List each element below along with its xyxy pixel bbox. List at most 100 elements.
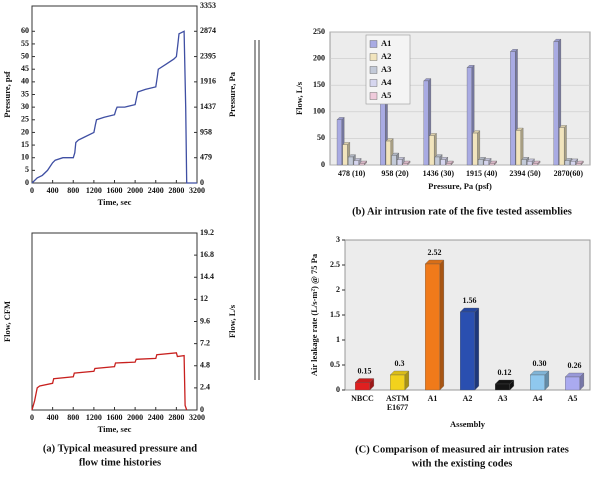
data-line bbox=[31, 30, 197, 184]
caption: (C) Comparison of measured air intrusion… bbox=[355, 444, 569, 455]
bar bbox=[389, 374, 405, 391]
y2-tick-label: 1437 bbox=[200, 102, 216, 111]
bar bbox=[424, 263, 440, 391]
x-tick-label: 800 bbox=[67, 413, 79, 422]
y-tick-label: 60 bbox=[21, 26, 29, 35]
legend-label: A2 bbox=[381, 51, 391, 61]
x-tick-label: 2800 bbox=[168, 413, 184, 422]
x-axis-label: Time, sec bbox=[98, 424, 132, 434]
bar bbox=[429, 135, 435, 166]
x-tick-label-box: ASTM E1677 bbox=[385, 394, 410, 412]
x-tick-label: 2000 bbox=[127, 413, 143, 422]
bar bbox=[402, 163, 408, 166]
x-tick-label: 1436 (30) bbox=[423, 169, 455, 178]
bar bbox=[510, 51, 516, 166]
x-tick-label-box: A3 bbox=[498, 394, 508, 403]
bar bbox=[434, 156, 440, 166]
x-axis-label: Assembly bbox=[450, 419, 486, 429]
x-tick-label: 0 bbox=[30, 186, 34, 195]
bar bbox=[342, 144, 348, 166]
bar bbox=[559, 127, 565, 166]
y2-tick-label: 16.8 bbox=[200, 250, 214, 259]
y2-tick-label: 1916 bbox=[200, 77, 216, 86]
x-axis-label: Time, sec bbox=[98, 197, 132, 207]
y-tick-label: 200 bbox=[313, 53, 325, 62]
x-tick-label: 2800 bbox=[168, 186, 184, 195]
value-label: 2.52 bbox=[428, 248, 442, 257]
y2-tick-label: 12 bbox=[200, 294, 208, 303]
bar bbox=[353, 160, 359, 166]
x-tick-label: 958 (20) bbox=[381, 169, 409, 178]
y-tick-label: 0 bbox=[25, 178, 29, 187]
x-tick-label: 2400 bbox=[148, 186, 164, 195]
y-tick-label: 3 bbox=[336, 235, 340, 244]
x-tick-label-box: A1 bbox=[427, 394, 438, 403]
y2-tick-label: 958 bbox=[200, 127, 212, 136]
x-tick-label: A4 bbox=[532, 394, 543, 403]
legend-swatch bbox=[369, 53, 378, 61]
bar bbox=[440, 159, 446, 166]
bar bbox=[446, 163, 452, 166]
y2-tick-label: 2395 bbox=[200, 51, 216, 60]
y-tick-label: 2.5 bbox=[330, 260, 340, 269]
legend-label: A1 bbox=[381, 38, 391, 48]
bar bbox=[348, 156, 354, 166]
caption: (a) Typical measured pressure and bbox=[43, 443, 197, 454]
x-tick-label: 2000 bbox=[127, 186, 143, 195]
x-tick-label: A5 bbox=[567, 394, 578, 403]
x-tick-label: 478 (10) bbox=[338, 169, 366, 178]
x-tick-label: 1600 bbox=[107, 186, 123, 195]
x-tick-label-box: A2 bbox=[462, 394, 473, 403]
bar bbox=[494, 383, 510, 391]
bar bbox=[527, 161, 533, 166]
y-tick-label: 1.5 bbox=[330, 310, 340, 319]
bar bbox=[478, 159, 484, 166]
bar bbox=[553, 41, 559, 166]
bar bbox=[483, 160, 489, 166]
legend-label: A4 bbox=[381, 77, 392, 87]
x-tick-label: 3200 bbox=[189, 413, 205, 422]
y-axis-label: Air leakage rate (L/s-m²) @ 75 Pa bbox=[309, 253, 319, 376]
bar bbox=[489, 163, 495, 166]
y-tick-label: 0.5 bbox=[330, 360, 340, 369]
x-tick-label: A1 bbox=[427, 394, 438, 403]
y-axis-label: Flow, L/s bbox=[294, 81, 304, 115]
y-tick-label: 100 bbox=[313, 107, 325, 116]
x-tick-label-box: A4 bbox=[532, 394, 543, 403]
bar bbox=[354, 382, 370, 391]
x-tick-label: A2 bbox=[462, 394, 473, 403]
bar bbox=[466, 67, 472, 166]
y-axis-label: Pressure, psf bbox=[2, 71, 12, 118]
y2-axis-label: Pressure, Pa bbox=[227, 71, 237, 117]
bar-side bbox=[439, 259, 445, 391]
legend-swatch bbox=[369, 40, 378, 48]
x-tick-label-box: NBCC bbox=[351, 394, 374, 403]
bar bbox=[564, 160, 570, 166]
x-tick-label-box: A5 bbox=[567, 394, 578, 403]
bar-side bbox=[474, 307, 480, 391]
x-tick-label: 0 bbox=[30, 413, 34, 422]
y2-tick-label: 2874 bbox=[200, 26, 216, 35]
x-tick-label: 1600 bbox=[107, 413, 123, 422]
x-tick-label: ASTM E1677 bbox=[385, 394, 410, 412]
y-tick-label: 0 bbox=[321, 160, 325, 169]
bar bbox=[391, 155, 397, 166]
legend-swatch bbox=[369, 79, 378, 87]
y-tick-label: 45 bbox=[21, 64, 29, 73]
legend-swatch bbox=[369, 92, 378, 100]
bar bbox=[521, 159, 527, 166]
y2-tick-label: 0 bbox=[200, 178, 204, 187]
y2-tick-label: 14.4 bbox=[200, 272, 214, 281]
x-tick-label: NBCC bbox=[351, 394, 374, 403]
y-tick-label: 40 bbox=[21, 77, 29, 86]
y-tick-label: 10 bbox=[21, 153, 29, 162]
y2-tick-label: 19.2 bbox=[200, 228, 214, 237]
x-tick-label: 1200 bbox=[86, 413, 102, 422]
caption: (b) Air intrusion rate of the five teste… bbox=[352, 206, 572, 217]
value-label: 0.12 bbox=[498, 368, 512, 377]
x-tick-label: 1200 bbox=[86, 186, 102, 195]
y-tick-label: 150 bbox=[313, 80, 325, 89]
y2-tick-label: 2.4 bbox=[200, 383, 210, 392]
y2-tick-label: 0 bbox=[200, 405, 204, 414]
bar bbox=[472, 132, 478, 166]
